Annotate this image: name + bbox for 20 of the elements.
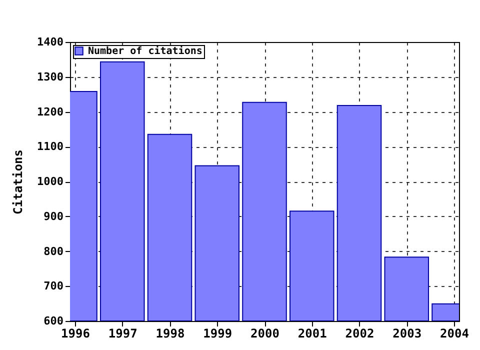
- y-tick-label: 1100: [37, 140, 64, 154]
- y-tick-label: 1000: [37, 175, 64, 188]
- legend-label: Number of citations: [88, 45, 202, 57]
- x-tick-label: 2004: [440, 326, 469, 340]
- y-tick-label: 800: [44, 244, 64, 258]
- y-tick-label: 1300: [37, 70, 64, 84]
- y-tick-label: 1200: [37, 105, 64, 118]
- y-tick-label: 600: [44, 314, 64, 328]
- x-tick-label: 2001: [298, 326, 327, 340]
- y-axis-title: Citations: [11, 149, 26, 215]
- x-tick-label: 1997: [108, 326, 138, 340]
- x-tick-label: 2000: [250, 326, 280, 340]
- x-tick-label: 2003: [392, 326, 422, 340]
- x-tick-label: 2002: [345, 326, 374, 340]
- x-tick-label: 1999: [203, 326, 232, 340]
- x-tick-label: 1996: [61, 326, 90, 340]
- y-tick-label: 1400: [37, 36, 64, 48]
- y-tick-label: 700: [44, 280, 64, 293]
- x-tick-label: 1998: [156, 326, 185, 340]
- y-tick-label: 900: [44, 210, 64, 223]
